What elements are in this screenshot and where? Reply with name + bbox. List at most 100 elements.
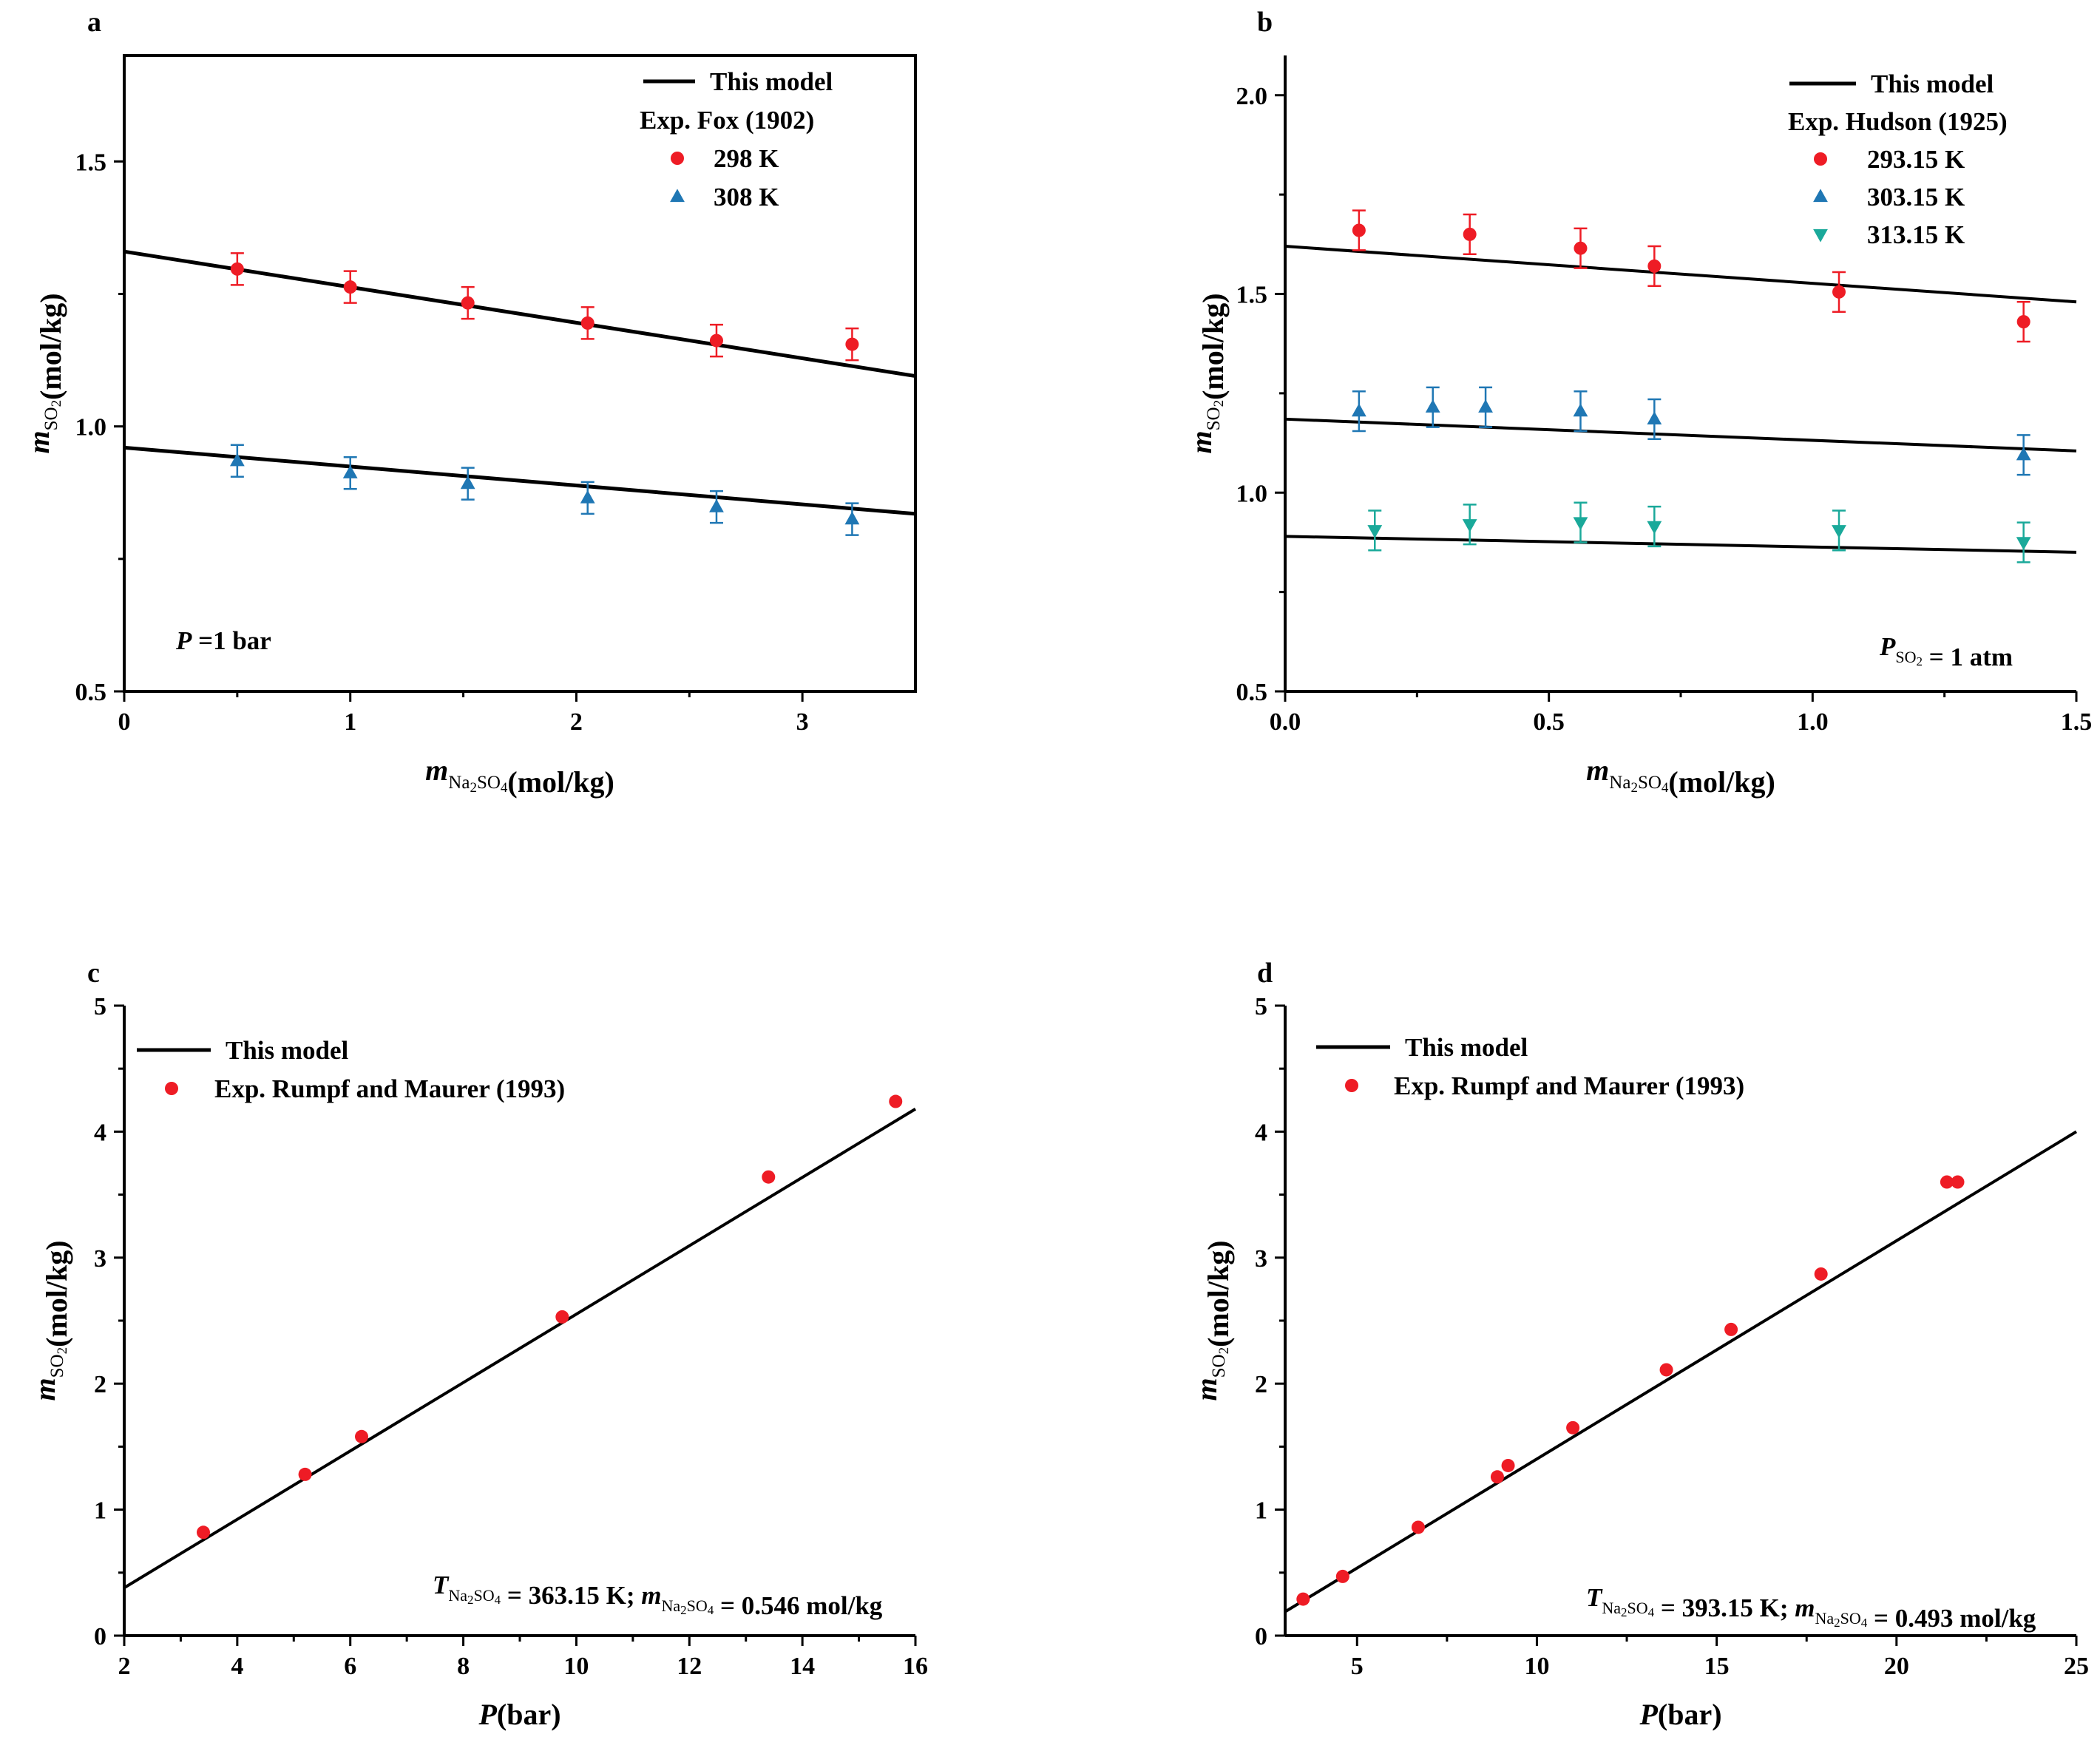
data-point: [1832, 285, 1846, 299]
data-point: [1647, 259, 1662, 273]
x-tick-label: 0.5: [1533, 708, 1565, 736]
x-tick-label: 6: [344, 1653, 356, 1680]
y-tick-label: 1.5: [1236, 282, 1268, 309]
y-tick-label: 3: [1255, 1245, 1267, 1273]
data-point: [1425, 399, 1440, 413]
legend-marker: [671, 152, 684, 165]
panel-d: d 5 10 15 20 25 0 1 2 3 4 5 P(bar) mSO2(mol/kg) This m…: [1190, 958, 2089, 1731]
series-Exp. Rumpf and Maurer (1993): [1296, 1175, 1965, 1606]
y-tick-label: 1.0: [1236, 480, 1268, 507]
y-tick-label: 5: [94, 993, 106, 1020]
data-point: [845, 337, 859, 351]
model-line: [123, 445, 916, 516]
y-tick-label: 1: [1255, 1497, 1267, 1525]
data-point: [1573, 517, 1588, 531]
legend-line-label: This model: [1871, 70, 1994, 98]
legend-entry: 313.15 K: [1867, 220, 1965, 249]
x-tick-label: 2: [570, 708, 583, 736]
y-axis-label: mSO2(mol/kg): [1185, 293, 1230, 453]
data-point: [197, 1525, 210, 1540]
x-tick-label: 3: [796, 708, 809, 736]
y-tick-label: 2: [94, 1371, 106, 1398]
data-point: [1478, 399, 1493, 413]
legend-marker: [1345, 1079, 1358, 1092]
x-tick-label: 2: [118, 1653, 131, 1680]
data-point: [1367, 525, 1383, 538]
data-point: [1940, 1175, 1954, 1189]
data-point: [229, 453, 245, 467]
panel-a: a 0 1 2 3 0.5 1.0 1.5 mNa2SO4(mol/kg) mSO2(mol/kg…: [22, 7, 917, 799]
y-tick-label: 3: [94, 1245, 106, 1273]
data-point: [460, 475, 475, 490]
data-point: [709, 498, 724, 512]
legend: This model Exp. Rumpf and Maurer (1993): [137, 1036, 565, 1103]
series-313.15 K: [1367, 501, 2031, 563]
data-point: [2016, 537, 2031, 551]
condition-annotation: TNa2SO4 = 363.15 K; mNa2SO4 = 0.546 mol/…: [433, 1571, 883, 1620]
y-tick-label: 2.0: [1236, 83, 1268, 110]
series-293.15 K: [1352, 209, 2030, 343]
data-point: [342, 465, 358, 478]
legend: This model Exp. Rumpf and Maurer (1993): [1316, 1033, 1744, 1100]
condition-annotation: TNa2SO4 = 393.15 K; mNa2SO4 = 0.493 mol/…: [1586, 1583, 2036, 1633]
data-point: [1647, 411, 1662, 424]
data-point: [1411, 1520, 1425, 1534]
legend-marker: [1814, 152, 1827, 166]
data-point: [2016, 315, 2030, 329]
legend-marker: [1813, 189, 1828, 203]
data-point: [1814, 1267, 1828, 1281]
data-point: [762, 1170, 776, 1184]
series-Exp. Rumpf and Maurer (1993): [197, 1094, 903, 1540]
x-axis-label: mNa2SO4(mol/kg): [425, 753, 614, 799]
y-axis-label: mSO2(mol/kg): [28, 1240, 73, 1401]
y-tick-label: 5: [1255, 993, 1267, 1020]
y-tick-label: 1.5: [75, 149, 107, 176]
data-point: [555, 1310, 569, 1324]
data-point: [1951, 1175, 1965, 1189]
data-point: [343, 280, 357, 294]
legend-entry: 298 K: [714, 144, 779, 173]
model-line: [123, 249, 916, 379]
legend-entry: Exp. Rumpf and Maurer (1993): [1394, 1071, 1744, 1100]
panel-letter: b: [1257, 7, 1273, 38]
plot-frame: [123, 54, 917, 693]
data-point: [1647, 521, 1662, 535]
model-line: [1284, 535, 2077, 554]
legend-marker: [670, 189, 685, 203]
legend-entry: 293.15 K: [1867, 145, 1965, 174]
panel-b: b0.0 0.5 1.0 1.50.51.01.52.0mNa2SO4(mol/kg)…: [1185, 7, 2092, 799]
data-point: [1463, 227, 1477, 241]
y-tick-label: 4: [1255, 1119, 1267, 1146]
x-tick-label: 10: [1524, 1653, 1549, 1680]
y-tick-label: 4: [94, 1119, 106, 1146]
y-tick-label: 0: [94, 1623, 106, 1650]
panel-letter: d: [1257, 958, 1273, 989]
legend-entry: Exp. Rumpf and Maurer (1993): [214, 1074, 565, 1103]
data-point: [1659, 1363, 1673, 1377]
y-tick-label: 0.5: [1236, 679, 1268, 706]
y-tick-label: 1.0: [75, 414, 107, 441]
data-point: [298, 1467, 312, 1481]
data-point: [1573, 403, 1588, 417]
y-axis-label: mSO2(mol/kg): [1190, 1240, 1235, 1401]
data-point: [1351, 403, 1366, 417]
y-axis-label: mSO2(mol/kg): [22, 293, 67, 453]
data-point: [230, 262, 244, 276]
data-point: [461, 296, 475, 310]
legend-heading: Exp. Hudson (1925): [1788, 107, 2008, 136]
x-tick-label: 20: [1884, 1653, 1909, 1680]
x-tick-label: 15: [1704, 1653, 1730, 1680]
legend-line-label: This model: [226, 1036, 349, 1065]
legend-marker: [1813, 228, 1828, 243]
x-axis-label: P(bar): [1639, 1698, 1721, 1731]
data-point: [580, 316, 595, 330]
x-tick-label: 1.0: [1797, 708, 1829, 736]
y-tick-label: 0: [1255, 1623, 1267, 1650]
condition-annotation: PSO2 = 1 atm: [1879, 632, 2013, 671]
data-point: [1490, 1470, 1504, 1484]
y-tick-label: 0.5: [75, 679, 107, 706]
legend: This model Exp. Fox (1902) 298 K 308 K: [640, 67, 833, 211]
data-point: [1724, 1322, 1738, 1336]
legend: This model Exp. Hudson (1925) 293.15 K 303.…: [1788, 70, 2008, 249]
legend-marker: [165, 1082, 178, 1095]
